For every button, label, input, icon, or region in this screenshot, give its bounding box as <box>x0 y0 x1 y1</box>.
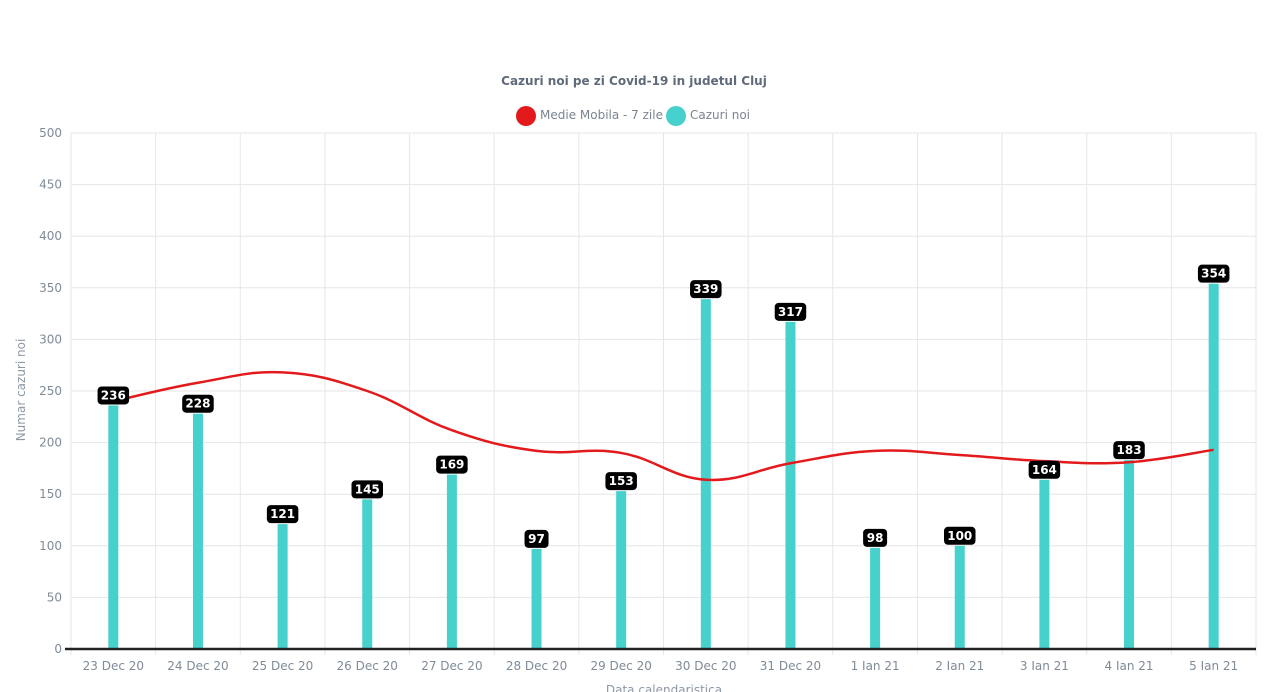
y-tick-label: 200 <box>39 436 62 450</box>
y-tick-label: 0 <box>54 642 62 656</box>
x-tick-label: 23 Dec 20 <box>83 659 144 673</box>
chart-title: Cazuri noi pe zi Covid-19 in judetul Clu… <box>501 74 767 88</box>
data-label-box <box>690 280 722 299</box>
x-tick-label: 4 Ian 21 <box>1105 659 1154 673</box>
x-tick-label: 28 Dec 20 <box>506 659 567 673</box>
bar[interactable] <box>1208 283 1219 649</box>
data-label: 145 <box>351 480 383 499</box>
x-tick-label: 25 Dec 20 <box>252 659 313 673</box>
y-tick-label: 100 <box>39 539 62 553</box>
x-tick-label: 27 Dec 20 <box>421 659 482 673</box>
data-label-box <box>436 455 468 474</box>
bar[interactable] <box>700 299 711 649</box>
y-axis-ticks: 0 50 100 150 200 250 300 350 400 450 500 <box>39 126 62 656</box>
bar[interactable] <box>277 524 288 649</box>
data-label-box <box>1113 441 1145 460</box>
data-label-box <box>351 480 383 499</box>
x-tick-label: 1 Ian 21 <box>851 659 900 673</box>
data-label-text: 169 <box>439 458 464 472</box>
data-label: 121 <box>266 505 299 524</box>
data-label: 339 <box>690 280 722 299</box>
y-tick-label: 250 <box>39 384 62 398</box>
y-tick-label: 400 <box>39 229 62 243</box>
data-label-box <box>1028 460 1061 479</box>
bar[interactable] <box>1124 460 1135 649</box>
y-axis-title: Numar cazuri noi <box>14 339 28 442</box>
data-label-text: 97 <box>528 532 545 546</box>
data-label-text: 121 <box>270 507 295 521</box>
data-label-box <box>1197 264 1230 283</box>
data-labels: 236 228 121 145 169 97 153 339 317 98 100 164 183 354 <box>97 264 1230 548</box>
data-label-text: 183 <box>1117 443 1142 457</box>
data-label-box <box>944 526 976 545</box>
y-tick-label: 500 <box>39 126 62 140</box>
bar[interactable] <box>531 548 542 649</box>
data-label: 317 <box>774 302 807 321</box>
x-tick-label: 30 Dec 20 <box>675 659 736 673</box>
y-tick-label: 450 <box>39 178 62 192</box>
legend-item-moving-average[interactable]: Medie Mobila - 7 zile <box>516 106 663 126</box>
legend-swatch-new-cases <box>666 106 686 126</box>
x-tick-label: 31 Dec 20 <box>760 659 821 673</box>
bar[interactable] <box>446 474 457 649</box>
data-label: 97 <box>524 529 549 548</box>
data-label-box <box>605 472 637 491</box>
x-tick-label: 24 Dec 20 <box>167 659 228 673</box>
bar[interactable] <box>192 413 203 649</box>
x-tick-label: 2 Ian 21 <box>935 659 984 673</box>
bar[interactable] <box>954 545 965 649</box>
y-tick-label: 350 <box>39 281 62 295</box>
x-tick-label: 3 Ian 21 <box>1020 659 1069 673</box>
data-label-box <box>863 528 888 547</box>
legend: Medie Mobila - 7 zile Cazuri noi <box>516 106 750 126</box>
bar[interactable] <box>362 499 373 649</box>
data-label-text: 164 <box>1032 463 1057 477</box>
data-label-box <box>266 505 299 524</box>
data-label: 228 <box>182 394 214 413</box>
data-label: 236 <box>97 386 130 405</box>
legend-swatch-moving-average <box>516 106 536 126</box>
y-tick-label: 300 <box>39 332 62 346</box>
legend-label-moving-average: Medie Mobila - 7 zile <box>540 108 663 122</box>
data-label-text: 236 <box>101 388 126 402</box>
data-label: 183 <box>1113 441 1145 460</box>
bar[interactable] <box>1039 479 1050 649</box>
x-axis-title: Data calendaristica <box>606 683 722 692</box>
bar-series <box>108 283 1219 649</box>
data-label-box <box>182 394 214 413</box>
x-axis-ticks: 23 Dec 20 24 Dec 20 25 Dec 20 26 Dec 20 27 D… <box>83 659 1239 673</box>
data-label-text: 354 <box>1201 267 1226 281</box>
data-label: 169 <box>436 455 468 474</box>
data-label-text: 339 <box>693 282 718 296</box>
x-tick-label: 29 Dec 20 <box>590 659 651 673</box>
data-label: 153 <box>605 472 637 491</box>
data-label-text: 228 <box>185 397 210 411</box>
bar[interactable] <box>785 321 796 649</box>
legend-label-new-cases: Cazuri noi <box>690 108 750 122</box>
legend-item-new-cases[interactable]: Cazuri noi <box>666 106 750 126</box>
data-label-text: 145 <box>355 482 380 496</box>
gridlines <box>70 132 1257 655</box>
bar[interactable] <box>108 405 119 649</box>
data-label: 100 <box>944 526 976 545</box>
x-tick-label: 5 Ian 21 <box>1189 659 1238 673</box>
data-label-box <box>524 529 549 548</box>
data-label: 354 <box>1197 264 1230 283</box>
y-tick-label: 150 <box>39 487 62 501</box>
moving-average-line <box>113 370 1214 482</box>
data-label-text: 153 <box>609 474 634 488</box>
data-label: 164 <box>1028 460 1061 479</box>
bar[interactable] <box>616 491 627 649</box>
data-label-text: 98 <box>867 531 884 545</box>
data-label-box <box>97 386 130 405</box>
data-label: 98 <box>863 528 888 547</box>
data-label-text: 100 <box>947 529 972 543</box>
y-tick-label: 50 <box>47 590 62 604</box>
x-tick-label: 26 Dec 20 <box>337 659 398 673</box>
data-label-box <box>774 302 807 321</box>
bar[interactable] <box>870 547 881 649</box>
data-label-text: 317 <box>778 305 803 319</box>
